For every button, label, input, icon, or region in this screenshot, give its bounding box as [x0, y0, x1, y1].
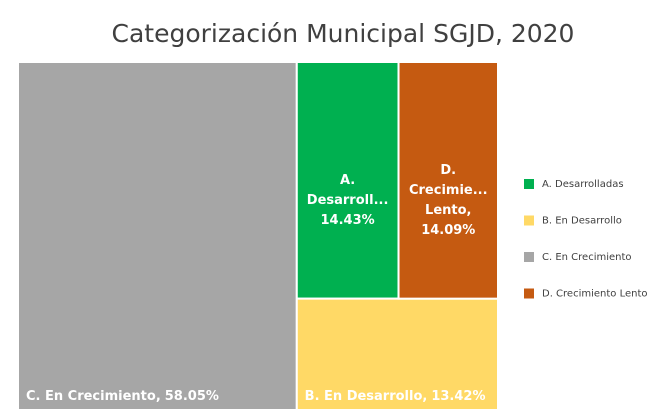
legend-swatch [524, 179, 534, 189]
tile [295, 61, 400, 300]
tile-label: C. En Crecimiento, 58.05% [26, 389, 219, 404]
tile [397, 61, 500, 300]
legend-label: B. En Desarrollo [542, 216, 622, 227]
tile-value: 14.09% [421, 223, 475, 238]
legend-label: C. En Crecimiento [542, 252, 632, 263]
tile-value: 58.05% [165, 389, 219, 404]
tile-name: A. [340, 173, 355, 188]
tile-value: 13.42% [431, 389, 485, 404]
tile [17, 61, 298, 411]
legend-swatch [524, 288, 534, 299]
tile-label: B. En Desarrollo, 13.42% [305, 389, 486, 404]
tile-name: B. En Desarrollo, [305, 389, 428, 404]
legend-swatch [524, 215, 534, 226]
tile [295, 297, 500, 411]
tile-name: Desarroll... [307, 193, 389, 208]
legend-swatch [524, 252, 534, 262]
tile-name: Lento, [425, 203, 471, 218]
tile-name: Crecimie... [409, 183, 488, 198]
chart-title: Categorización Municipal SGJD, 2020 [112, 19, 575, 48]
legend-label: D. Crecimiento Lento [542, 289, 648, 300]
tile-value: 14.43% [321, 213, 375, 228]
tile-name: D. [440, 163, 456, 178]
tile-name: C. En Crecimiento, [26, 389, 161, 404]
legend-label: A. Desarrolladas [542, 179, 624, 190]
